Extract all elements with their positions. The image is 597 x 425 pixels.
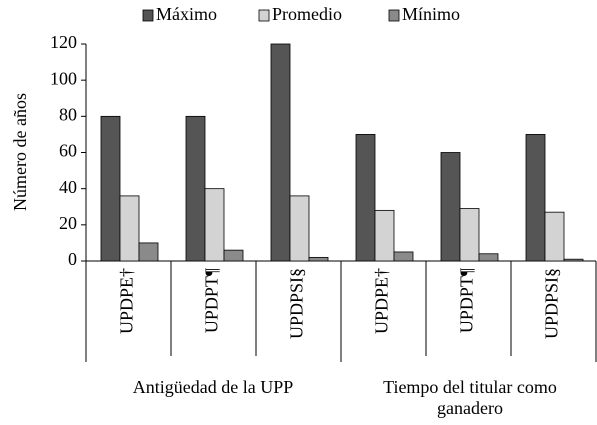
legend-swatch	[142, 9, 154, 22]
bar	[119, 195, 140, 262]
x-tick-label: UPDPSI§	[542, 268, 562, 339]
y-tick-label: 120	[50, 32, 77, 52]
y-tick-label: 40	[59, 177, 77, 197]
y-tick-label: 60	[59, 141, 77, 161]
bar	[478, 253, 499, 262]
bar	[270, 43, 291, 262]
y-axis-label: Número de años	[10, 93, 30, 211]
legend-swatch	[258, 9, 270, 22]
legend-swatch	[388, 9, 400, 22]
x-tick-label: UPDPT¶	[457, 268, 477, 333]
bar	[308, 256, 329, 262]
x-tick-label: UPDPE†	[117, 268, 137, 334]
y-tick-label: 100	[50, 68, 77, 88]
bar	[289, 195, 310, 262]
bar	[223, 249, 244, 262]
y-tick-label: 0	[68, 249, 77, 269]
bar	[459, 208, 480, 262]
bar	[100, 115, 121, 262]
bar	[393, 251, 414, 262]
legend-label: Promedio	[272, 4, 342, 24]
bar	[185, 115, 206, 262]
group-label: Antigüedad de la UPP	[132, 377, 294, 397]
group-label: Tiempo del titular como ganadero	[383, 377, 557, 418]
bar	[355, 134, 376, 262]
legend-label: Mínimo	[402, 4, 460, 24]
y-tick-label: 80	[59, 104, 77, 124]
bar	[544, 211, 565, 262]
y-tick-label: 20	[59, 213, 77, 233]
bar	[374, 209, 395, 262]
legend-label: Máximo	[156, 4, 217, 24]
bar	[440, 152, 461, 262]
x-tick-label: UPDPE†	[372, 268, 392, 334]
bar	[204, 188, 225, 262]
bar	[563, 258, 584, 262]
bar	[525, 134, 546, 262]
x-tick-label: UPDPSI§	[287, 268, 307, 339]
x-tick-label: UPDPT¶	[202, 268, 222, 333]
bar	[138, 242, 159, 262]
